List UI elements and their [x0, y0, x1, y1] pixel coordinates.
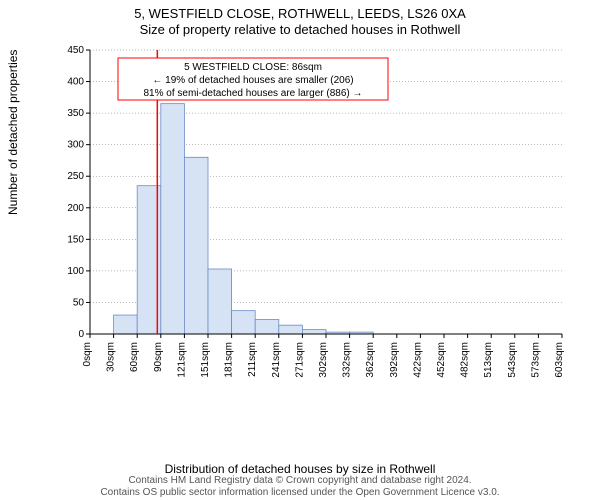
svg-text:151sqm: 151sqm [200, 342, 211, 378]
x-axis-label: Distribution of detached houses by size … [0, 462, 600, 476]
svg-text:81% of semi-detached houses ar: 81% of semi-detached houses are larger (… [143, 88, 362, 99]
svg-text:0: 0 [78, 329, 84, 340]
svg-text:452sqm: 452sqm [436, 342, 447, 378]
svg-text:241sqm: 241sqm [271, 342, 282, 378]
footer-line2: Contains OS public sector information li… [0, 487, 600, 499]
svg-text:450: 450 [67, 45, 84, 56]
footer-line1: Contains HM Land Registry data © Crown c… [0, 475, 600, 487]
svg-text:121sqm: 121sqm [176, 342, 187, 378]
attribution-footer: Contains HM Land Registry data © Crown c… [0, 475, 600, 498]
svg-text:181sqm: 181sqm [224, 342, 235, 378]
svg-text:543sqm: 543sqm [507, 342, 518, 378]
svg-text:← 19% of detached houses are s: ← 19% of detached houses are smaller (20… [152, 75, 353, 86]
svg-text:250: 250 [67, 171, 84, 182]
y-axis-label: Number of detached properties [6, 50, 20, 215]
title-address: 5, WESTFIELD CLOSE, ROTHWELL, LEEDS, LS2… [0, 6, 600, 22]
svg-text:271sqm: 271sqm [294, 342, 305, 378]
svg-text:200: 200 [67, 203, 84, 214]
svg-text:573sqm: 573sqm [530, 342, 541, 378]
chart-titles: 5, WESTFIELD CLOSE, ROTHWELL, LEEDS, LS2… [0, 0, 600, 39]
svg-text:513sqm: 513sqm [483, 342, 494, 378]
svg-text:482sqm: 482sqm [460, 342, 471, 378]
svg-text:0sqm: 0sqm [82, 342, 93, 366]
svg-text:60sqm: 60sqm [129, 342, 140, 372]
svg-text:362sqm: 362sqm [365, 342, 376, 378]
histogram-chart: 0 50 100 150 200 250 300 350 400 450 0sqm 30sqm 60sq… [60, 44, 570, 394]
svg-text:302sqm: 302sqm [318, 342, 329, 378]
svg-text:50: 50 [73, 297, 85, 308]
svg-text:400: 400 [67, 77, 84, 88]
svg-text:350: 350 [67, 108, 84, 119]
svg-text:5 WESTFIELD CLOSE: 86sqm: 5 WESTFIELD CLOSE: 86sqm [184, 62, 322, 73]
svg-text:603sqm: 603sqm [554, 342, 565, 378]
svg-text:150: 150 [67, 234, 84, 245]
svg-text:30sqm: 30sqm [106, 342, 117, 372]
svg-text:211sqm: 211sqm [247, 342, 258, 377]
svg-text:90sqm: 90sqm [153, 342, 164, 372]
svg-text:392sqm: 392sqm [389, 342, 400, 378]
svg-text:332sqm: 332sqm [342, 342, 353, 378]
svg-text:300: 300 [67, 140, 84, 151]
svg-text:100: 100 [67, 266, 84, 277]
svg-text:422sqm: 422sqm [412, 342, 423, 378]
title-subtitle: Size of property relative to detached ho… [0, 22, 600, 38]
